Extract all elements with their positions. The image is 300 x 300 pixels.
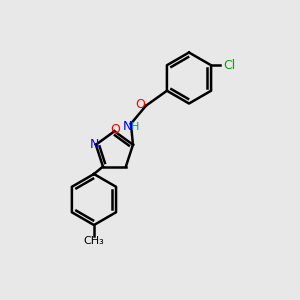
Text: O: O <box>110 123 120 136</box>
Text: H: H <box>131 122 140 132</box>
Text: O: O <box>136 98 146 111</box>
Text: N: N <box>123 120 133 133</box>
Text: CH₃: CH₃ <box>84 236 104 246</box>
Text: N: N <box>90 138 99 151</box>
Text: Cl: Cl <box>223 59 235 72</box>
